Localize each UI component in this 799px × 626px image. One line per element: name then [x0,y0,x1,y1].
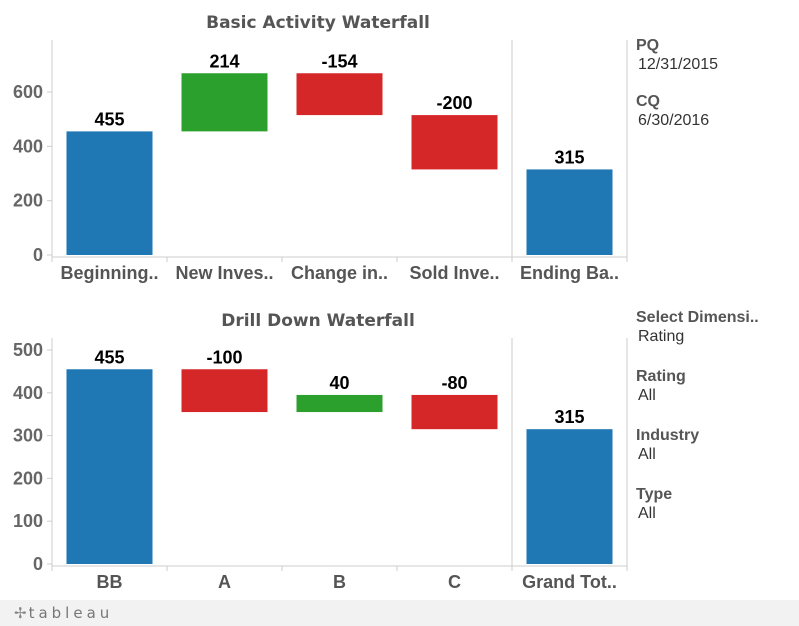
drill-down-waterfall-chart: Drill Down Waterfall 0 100 200 300 400 500 455… [13,311,628,592]
footer-bar: ✢ tableau [0,600,799,626]
waterfall-bar[interactable] [411,115,498,170]
category-label: Change in.. [291,263,388,283]
bar-value-label: -80 [441,373,467,393]
y-tick-label: 300 [13,426,43,446]
bar-value-label: -154 [321,51,357,71]
y-tick-label: 200 [13,191,43,211]
waterfall-bar[interactable] [66,131,153,255]
pq-parameter: PQ 12/31/2015 [636,36,718,74]
chart-title: Drill Down Waterfall [221,311,415,331]
industry-value[interactable]: All [638,446,656,463]
y-tick-label: 0 [33,554,43,574]
y-tick-label: 100 [13,511,43,531]
category-label: C [448,572,461,592]
type-filter: Type All [636,485,672,523]
waterfall-bar[interactable] [411,394,498,430]
tableau-wordmark: tableau [28,604,114,622]
tableau-cross-icon: ✢ [14,604,27,622]
rating-label: Rating [636,368,686,385]
category-label: Ending Ba.. [520,263,619,283]
waterfall-charts: Basic Activity Waterfall 0200400600455Be… [13,13,628,592]
pq-label: PQ [636,37,660,54]
rating-value[interactable]: All [638,387,656,404]
select-dimension-value[interactable]: Rating [638,328,685,345]
rating-filter: Rating All [636,367,686,405]
waterfall-bar[interactable] [526,169,613,255]
select-dimension-label: Select Dimensi.. [636,309,759,326]
y-tick-label: 0 [33,245,43,265]
basic-activity-waterfall-chart: Basic Activity Waterfall 0 200 400 600 455 Be… [13,13,628,283]
bar-value-label: -200 [436,93,472,113]
cq-value[interactable]: 6/30/2016 [638,112,710,129]
y-tick-label: 500 [13,340,43,360]
cq-label: CQ [636,93,660,110]
bar-value-label: 40 [329,373,349,393]
waterfall-bar[interactable] [296,73,383,116]
industry-filter: Industry All [636,426,699,464]
category-label: Beginning.. [61,263,159,283]
waterfall-bar[interactable] [526,429,613,564]
y-tick-label: 200 [13,468,43,488]
waterfall-bar[interactable] [66,369,153,564]
category-label: BB [97,572,123,592]
y-tick-label: 400 [13,383,43,403]
type-value[interactable]: All [638,505,656,522]
category-label: New Inves.. [175,263,273,283]
y-tick-label: 400 [13,136,43,156]
category-label: Sold Inve.. [409,263,499,283]
waterfall-bar[interactable] [296,394,383,413]
bar-value-label: 315 [554,147,584,167]
bar-value-label: 214 [209,51,239,71]
tableau-logo[interactable]: ✢ tableau [14,604,113,622]
bar-value-label: -100 [206,347,242,367]
select-dimension-parameter: Select Dimensi.. Rating [636,308,759,346]
bar-value-label: 315 [554,407,584,427]
industry-label: Industry [636,427,700,444]
category-label: A [218,572,231,592]
cq-parameter: CQ 6/30/2016 [636,92,709,130]
category-label: Grand Tot.. [522,572,617,592]
bar-value-label: 455 [94,109,124,129]
type-label: Type [636,486,673,503]
category-label: B [333,572,346,592]
chart-title: Basic Activity Waterfall [206,13,430,33]
bar-value-label: 455 [94,347,124,367]
waterfall-bar[interactable] [181,73,268,132]
waterfall-bar[interactable] [181,369,268,413]
pq-value[interactable]: 12/31/2015 [638,56,719,73]
y-tick-label: 600 [13,82,43,102]
